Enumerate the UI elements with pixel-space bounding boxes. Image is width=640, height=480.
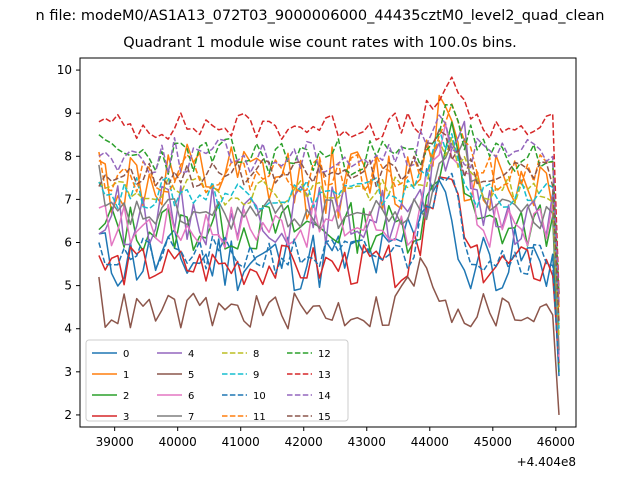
series-line-11 (98, 103, 560, 308)
x-tick-label: 40000 (159, 435, 197, 449)
legend-label: 12 (318, 349, 331, 360)
chart-title: Quadrant 1 module wise count rates with … (123, 35, 517, 51)
legend-label: 0 (123, 349, 129, 360)
y-tick-label: 7 (64, 192, 72, 206)
x-tick-label: 42000 (285, 435, 323, 449)
legend-frame (85, 339, 349, 422)
legend-label: 6 (188, 391, 194, 402)
legend-label: 3 (123, 412, 129, 423)
y-tick-label: 3 (64, 365, 72, 379)
legend-label: 8 (253, 349, 259, 360)
series-line-12 (98, 104, 560, 295)
legend-label: 14 (318, 391, 331, 402)
y-tick-label: 10 (57, 63, 72, 77)
series-line-4 (98, 120, 560, 355)
legend-label: 15 (318, 412, 331, 423)
x-tick-label: 44000 (411, 435, 449, 449)
y-tick-label: 9 (64, 106, 72, 120)
series-line-15 (98, 129, 560, 325)
series-line-8 (98, 136, 560, 338)
x-tick-label: 39000 (96, 435, 134, 449)
series-line-0 (98, 168, 560, 377)
y-axis: 2 3 4 5 6 7 8 9 10 (57, 63, 80, 422)
series-line-6 (98, 122, 560, 359)
series-line-5 (98, 257, 560, 415)
y-tick-label: 4 (64, 322, 72, 336)
legend-label: 9 (253, 370, 259, 381)
x-axis: 39000 40000 41000 42000 43000 44000 45000 46000 (96, 427, 575, 449)
legend-label: 10 (253, 391, 266, 402)
x-axis-offset-label: +4.404e8 (517, 455, 576, 469)
series-line-14 (98, 114, 560, 303)
y-tick-label: 2 (64, 408, 72, 422)
legend-label: 2 (123, 391, 129, 402)
figure-filename-title: n file: modeM0/AS1A13_072T03_9000006000_… (35, 8, 605, 24)
x-tick-label: 45000 (474, 435, 512, 449)
legend-label: 11 (253, 412, 266, 423)
legend-label: 5 (188, 370, 194, 381)
legend-label: 7 (188, 412, 194, 423)
series-line-10 (98, 172, 560, 372)
series-line-3 (98, 176, 560, 364)
y-tick-label: 8 (64, 149, 72, 163)
y-tick-label: 6 (64, 236, 72, 250)
x-tick-label: 43000 (348, 435, 386, 449)
series-layer (98, 76, 560, 415)
series-line-9 (98, 128, 560, 329)
x-tick-label: 46000 (537, 435, 575, 449)
legend-label: 4 (188, 349, 194, 360)
y-tick-label: 5 (64, 279, 72, 293)
series-line-13 (98, 76, 560, 295)
legend-label: 1 (123, 370, 129, 381)
legend-label: 13 (318, 370, 331, 381)
x-tick-label: 41000 (222, 435, 260, 449)
